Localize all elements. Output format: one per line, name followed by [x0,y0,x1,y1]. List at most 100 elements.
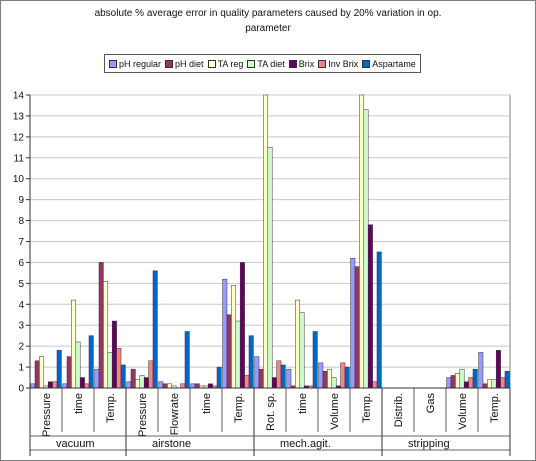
y-tick-label: 7 [18,237,24,248]
bar-ph-regular [126,381,132,389]
bar-aspartame [312,331,318,389]
y-tick-label: 8 [18,216,24,227]
y-tick-label: 1 [18,363,24,374]
bar-brix [47,381,53,389]
bar-brix [143,377,149,389]
x-tick-label: Volume [329,393,341,430]
legend-item-ph-diet: pH diet [165,59,204,69]
bar-ta-reg [487,379,493,389]
bar-ta-reg [327,368,333,389]
bar-ta-reg [263,94,269,389]
group-label-vacuum: vacuum [56,438,95,450]
bar-ph-regular [158,381,164,389]
bar-ph-regular [286,368,292,389]
bar-ph-diet [130,368,136,389]
chart-title-line-2: parameter [245,23,291,34]
bar-ta-diet [107,352,113,389]
bar-ta-diet [75,341,81,389]
y-tick-label: 2 [18,342,24,353]
chart-legend: pH regular pH diet TA reg TA diet Brix Inv Br… [104,54,421,73]
legend-label: TA reg [217,58,244,69]
legend-item-brix: Brix [288,58,315,69]
bar-ph-diet [66,356,72,389]
bar-ph-regular [222,278,228,389]
legend-item-ta-diet: TA diet [247,59,285,69]
bar-ph-diet [34,360,40,389]
y-tick-label: 4 [18,300,24,311]
y-tick-label: 12 [13,132,25,143]
bar-aspartame [184,331,190,389]
bar-inv-brix [372,381,378,389]
bar-inv-brix [500,377,506,389]
bar-brix [239,262,245,389]
bar-inv-brix [276,360,282,389]
legend-label: Aspartame [372,58,416,69]
x-tick-label: time [201,393,213,414]
bar-ta-reg [231,285,237,389]
bar-inv-brix [468,377,474,389]
legend-swatch [318,59,327,68]
bar-ph-regular [62,383,68,389]
bar-aspartame [248,335,254,389]
legend-item-aspartame: Aspartame [362,59,416,69]
x-tick-label: Rot. sp. [265,393,277,431]
bar-ph-diet [226,314,232,389]
legend-label: pH regular [119,58,162,69]
legend-label: Brix [298,58,315,69]
bar-inv-brix [148,360,154,389]
y-tick-label: 10 [13,174,25,185]
bar-brix [79,377,85,389]
x-tick-label: time [73,393,85,414]
bar-ph-diet [482,383,488,389]
bar-ta-diet [331,377,337,389]
bar-aspartame [56,350,62,389]
y-tick-label: 0 [18,384,24,395]
y-tick-label: 3 [18,321,24,332]
chart-title-line-1: absolute % average error in quality para… [94,8,442,19]
bar-ta-diet [491,379,497,389]
x-tick-label: Volume [457,393,469,430]
bar-aspartame [376,251,382,389]
bar-inv-brix [52,381,58,389]
bar-aspartame [472,368,478,389]
legend-swatch [207,59,216,68]
bar-aspartame [504,371,510,389]
legend-label: pH diet [175,58,204,69]
bar-ta-diet [267,147,273,389]
bar-ta-reg [167,383,173,389]
bar-inv-brix [180,383,186,389]
y-tick-label: 13 [13,111,25,122]
legend-item-ph-regular: pH regular [109,59,161,69]
bar-ph-regular [30,383,36,389]
bar-brix [271,377,277,389]
legend-item-ta-reg: TA reg [207,58,244,69]
bar-ph-regular [350,257,356,389]
bar-ta-reg [359,94,365,389]
legend-item-inv-brix: Inv Brix [318,59,358,69]
y-tick-label: 5 [18,279,24,290]
bar-inv-brix [340,362,346,389]
bar-ta-diet [139,375,145,389]
bar-aspartame [216,366,222,389]
bar-ph-regular [318,362,324,389]
bar-aspartame [88,335,94,389]
x-tick-label: Temp. [105,393,117,423]
y-tick-label: 14 [13,91,25,102]
bar-ph-regular [254,356,260,389]
group-label-stripping: stripping [408,438,450,450]
bar-ta-diet [299,312,305,389]
bar-ta-reg [39,356,45,389]
bar-brix [367,224,373,389]
x-tick-label: Temp. [489,393,501,423]
bar-aspartame [344,366,350,389]
legend-label: Inv Brix [328,58,359,69]
y-tick-label: 6 [18,258,24,269]
bar-aspartame [120,364,126,389]
bar-brix [111,320,117,389]
bar-ta-diet [363,109,369,389]
chart-title: absolute % average error in quality para… [0,6,536,36]
bar-brix [495,350,501,389]
bar-ta-diet [235,320,241,389]
bar-ph-regular [478,352,484,389]
